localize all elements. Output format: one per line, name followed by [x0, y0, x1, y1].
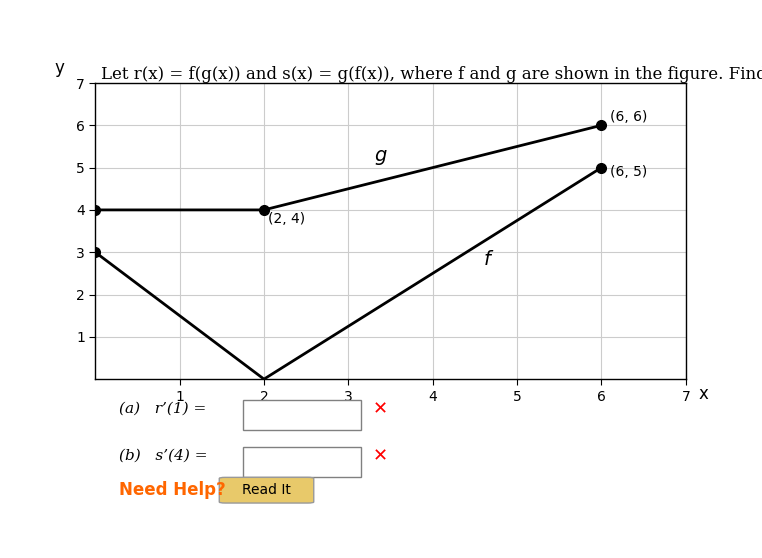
Text: (b)   s’(4) =: (b) s’(4) = [119, 449, 207, 463]
Text: Let r(x) = f(g(x)) and s(x) = g(f(x)), where f and g are shown in the figure. Fi: Let r(x) = f(g(x)) and s(x) = g(f(x)), w… [101, 66, 762, 84]
Text: (a)   r’(1) =: (a) r’(1) = [119, 402, 207, 416]
FancyBboxPatch shape [243, 400, 361, 430]
Text: (6, 6): (6, 6) [610, 110, 647, 124]
X-axis label: x: x [699, 385, 709, 403]
Text: ✕: ✕ [373, 447, 388, 465]
Text: (2, 4): (2, 4) [268, 211, 306, 225]
FancyBboxPatch shape [219, 477, 314, 503]
FancyBboxPatch shape [243, 448, 361, 477]
Text: $g$: $g$ [373, 148, 387, 167]
Text: $f$: $f$ [483, 250, 495, 269]
Text: Need Help?: Need Help? [119, 481, 226, 499]
Text: ✕: ✕ [373, 400, 388, 418]
Text: Read It: Read It [242, 483, 291, 497]
Text: (6, 5): (6, 5) [610, 165, 647, 179]
Y-axis label: y: y [55, 59, 65, 77]
